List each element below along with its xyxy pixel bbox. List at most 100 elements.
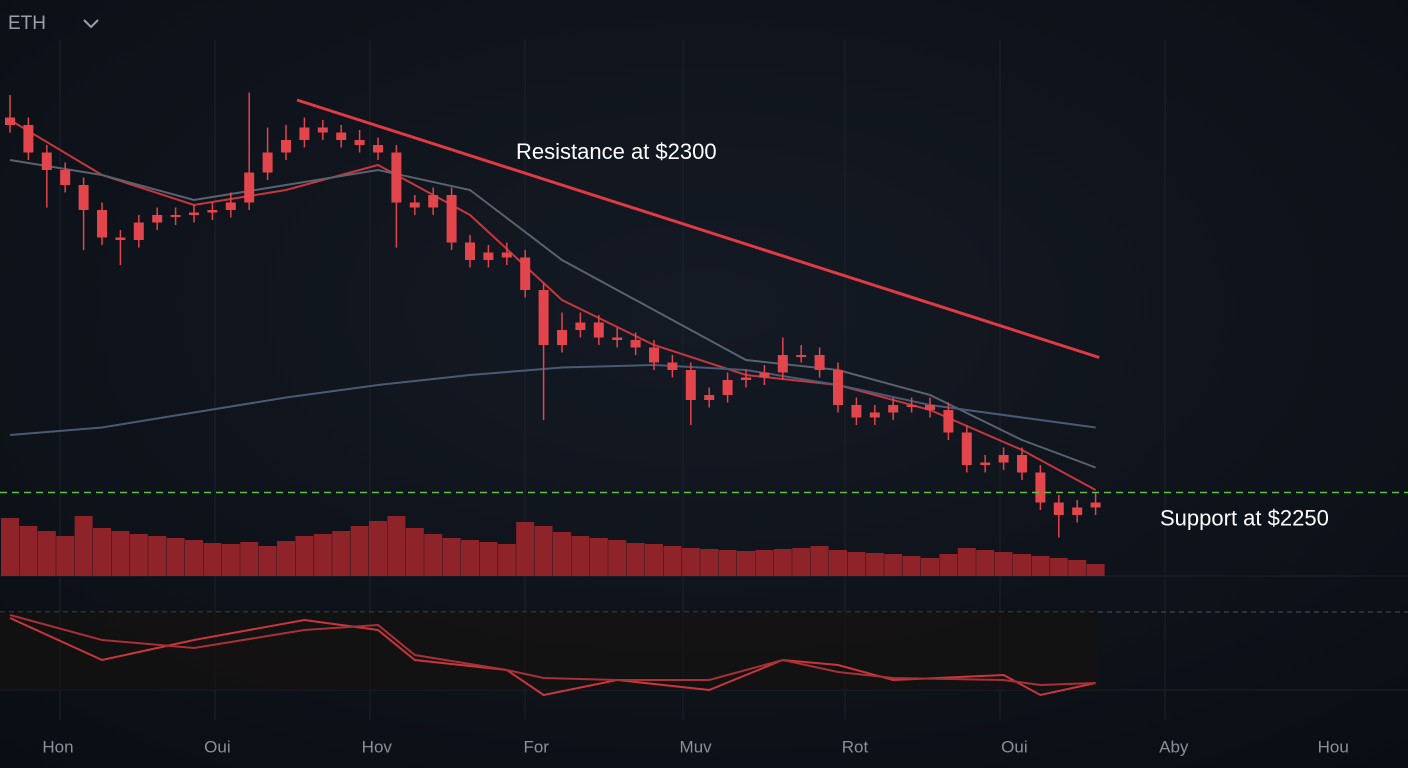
- volume-bar: [461, 540, 479, 576]
- candle-body: [980, 462, 991, 465]
- candle-body: [133, 222, 144, 240]
- candle-body: [888, 405, 899, 413]
- volume-bar: [700, 549, 719, 576]
- volume-bar: [957, 548, 976, 576]
- candle-body: [1017, 455, 1027, 473]
- candle-body: [777, 355, 788, 373]
- candle-body: [722, 380, 733, 395]
- volume-bar: [37, 531, 56, 576]
- volume-bar: [1049, 558, 1068, 576]
- candle-body: [833, 370, 843, 405]
- candle-body: [593, 322, 604, 338]
- volume-bar: [203, 543, 222, 576]
- volume-bar: [1086, 564, 1105, 576]
- volume-bar: [148, 536, 167, 576]
- volume-bar: [718, 550, 737, 576]
- volume-bar: [608, 540, 627, 576]
- oscillator-line: [9, 614, 1096, 687]
- volume-bar: [424, 534, 443, 576]
- x-axis-label: Aby: [1159, 737, 1189, 756]
- candle-body: [685, 370, 696, 400]
- x-axis-label: Hon: [42, 737, 73, 756]
- candle-body: [906, 405, 917, 407]
- candle-body: [262, 152, 273, 173]
- x-axis-label: Oui: [204, 737, 230, 756]
- candle-body: [483, 252, 494, 260]
- volume-bar: [1031, 556, 1050, 576]
- volume-bar: [810, 546, 829, 576]
- volume-bar: [313, 534, 332, 576]
- moving-average: [9, 159, 1096, 469]
- candle-body: [759, 372, 770, 378]
- support-label: Support at $2250: [1160, 505, 1329, 530]
- volume-bar: [1, 518, 19, 576]
- candle-body: [60, 170, 71, 185]
- x-axis-label: Oui: [1001, 737, 1027, 756]
- volume-bar: [571, 536, 590, 576]
- candle-body: [943, 410, 954, 433]
- candle-body: [612, 337, 623, 340]
- volume-bar: [369, 521, 387, 576]
- volume-bar: [497, 544, 516, 576]
- candle-body: [961, 432, 972, 465]
- symbol[interactable]: ETH: [8, 13, 46, 34]
- volume-bar: [1013, 554, 1031, 576]
- candle-body: [741, 377, 751, 380]
- volume-bar: [258, 546, 277, 576]
- volume-bar: [185, 540, 203, 576]
- volume-bar: [56, 536, 75, 576]
- volume-bar: [884, 554, 903, 576]
- candle-body: [465, 242, 475, 260]
- candle-body: [189, 212, 199, 215]
- volume-bar: [865, 553, 884, 576]
- candle-body: [667, 362, 678, 370]
- candle-body: [1072, 507, 1083, 515]
- candle-body: [299, 127, 310, 140]
- candle-body: [152, 215, 163, 223]
- volume-bar: [755, 550, 774, 576]
- candle-body: [998, 455, 1009, 463]
- volume-bar: [350, 526, 369, 576]
- volume-bar: [277, 541, 295, 576]
- volume-bar: [516, 522, 535, 576]
- volume-bar: [994, 552, 1013, 576]
- volume-bar: [921, 558, 939, 576]
- candle-body: [428, 195, 439, 208]
- candle-body: [538, 290, 549, 345]
- candle-body: [391, 152, 402, 203]
- volume-bar: [405, 528, 424, 576]
- candle-body: [354, 140, 365, 145]
- volume-bar: [129, 534, 148, 576]
- volume-bar: [479, 542, 498, 576]
- volume-bar: [166, 538, 185, 576]
- volume-bar: [332, 531, 351, 576]
- candle-body: [23, 125, 34, 153]
- volume-bar: [645, 544, 663, 576]
- volume-bar: [681, 548, 700, 576]
- candle-body: [869, 412, 880, 418]
- candle-body: [207, 210, 218, 213]
- symbol-dropdown[interactable]: [83, 19, 99, 29]
- volume-bar: [93, 528, 111, 576]
- x-axis-label: Hov: [362, 737, 393, 756]
- volume-bar: [939, 554, 958, 576]
- volume-bar: [1068, 560, 1087, 576]
- candle-body: [409, 202, 420, 208]
- candle-body: [115, 237, 126, 240]
- x-axis-label: For: [523, 737, 549, 756]
- candle-body: [446, 195, 457, 243]
- volume-bar: [663, 546, 682, 576]
- volume-bar: [902, 556, 921, 576]
- candle-body: [373, 145, 383, 153]
- volume-bar: [553, 532, 571, 576]
- volume-bar: [534, 526, 553, 576]
- volume-bar: [295, 536, 314, 576]
- candle-body: [281, 140, 291, 153]
- candle-body: [97, 210, 107, 238]
- candle-body: [336, 132, 347, 140]
- volume-bar: [74, 516, 93, 576]
- candle-body: [1090, 502, 1101, 508]
- candle-body: [520, 257, 531, 290]
- candle-body: [851, 405, 862, 418]
